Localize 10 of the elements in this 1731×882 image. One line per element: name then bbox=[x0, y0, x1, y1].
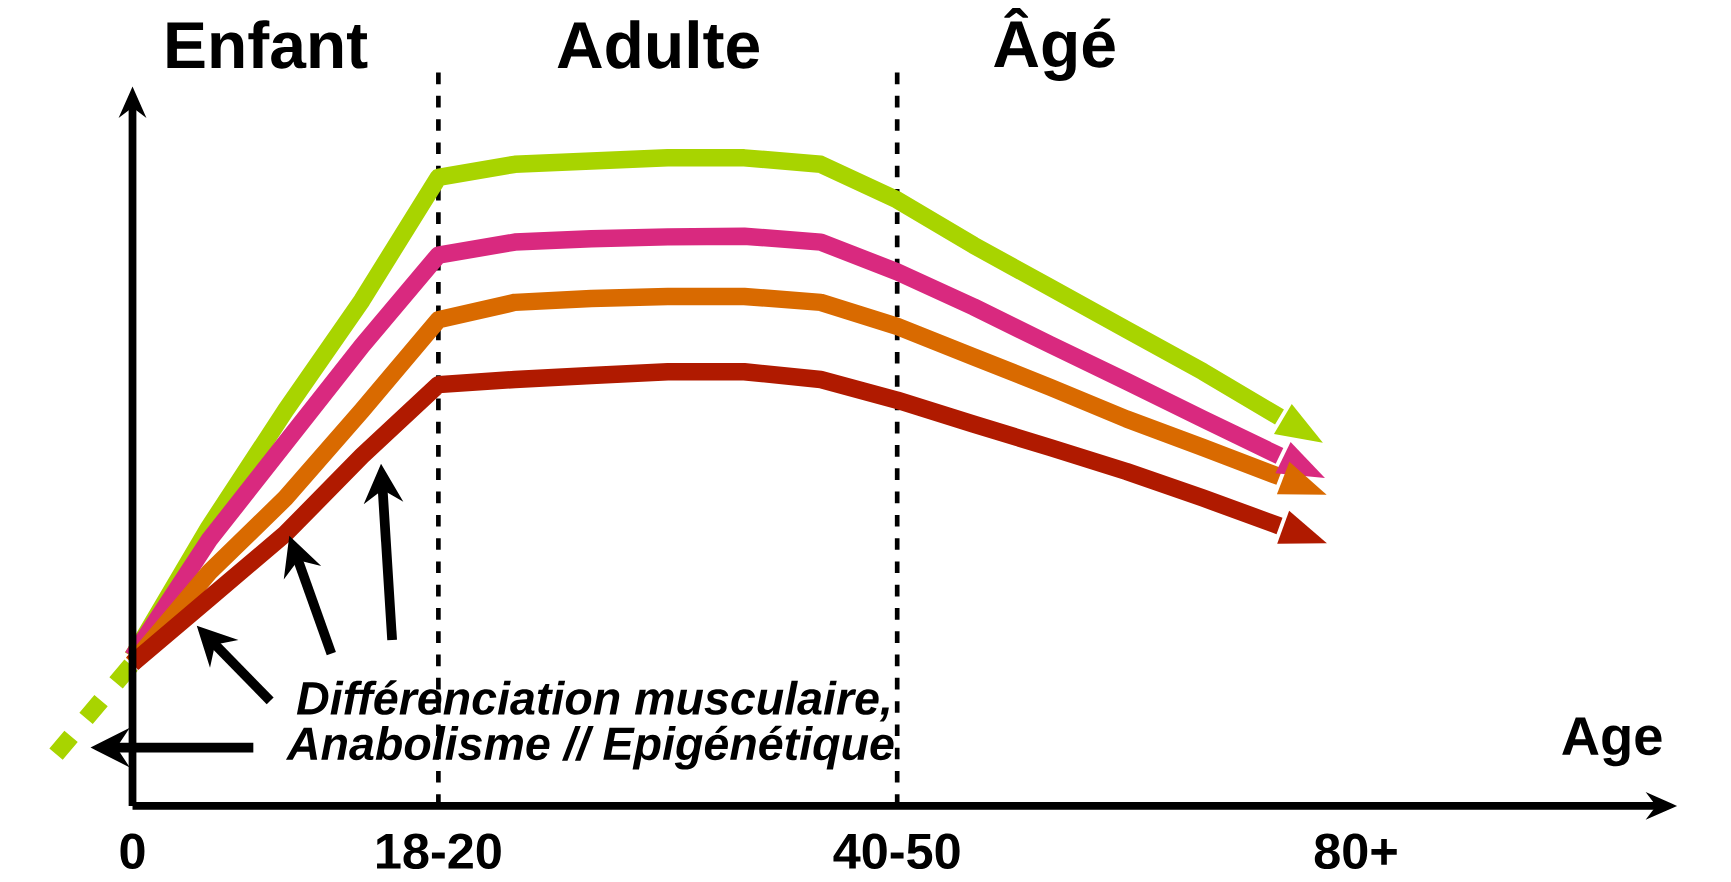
x-tick-label: 18-20 bbox=[377, 833, 501, 870]
annotation: Anabolisme // Epigénétique bbox=[285, 725, 894, 770]
annotation: Différenciation musculaire, bbox=[296, 680, 889, 722]
x-tick-label: 40-50 bbox=[833, 833, 960, 870]
x-axis-title: Age bbox=[1562, 717, 1662, 767]
text: Âgé bbox=[994, 7, 1115, 81]
x-tick-label: 0 bbox=[120, 833, 145, 870]
text: Enfant bbox=[167, 20, 368, 69]
text: Adulte bbox=[557, 20, 759, 69]
x-tick-label: 80+ bbox=[1314, 833, 1397, 870]
